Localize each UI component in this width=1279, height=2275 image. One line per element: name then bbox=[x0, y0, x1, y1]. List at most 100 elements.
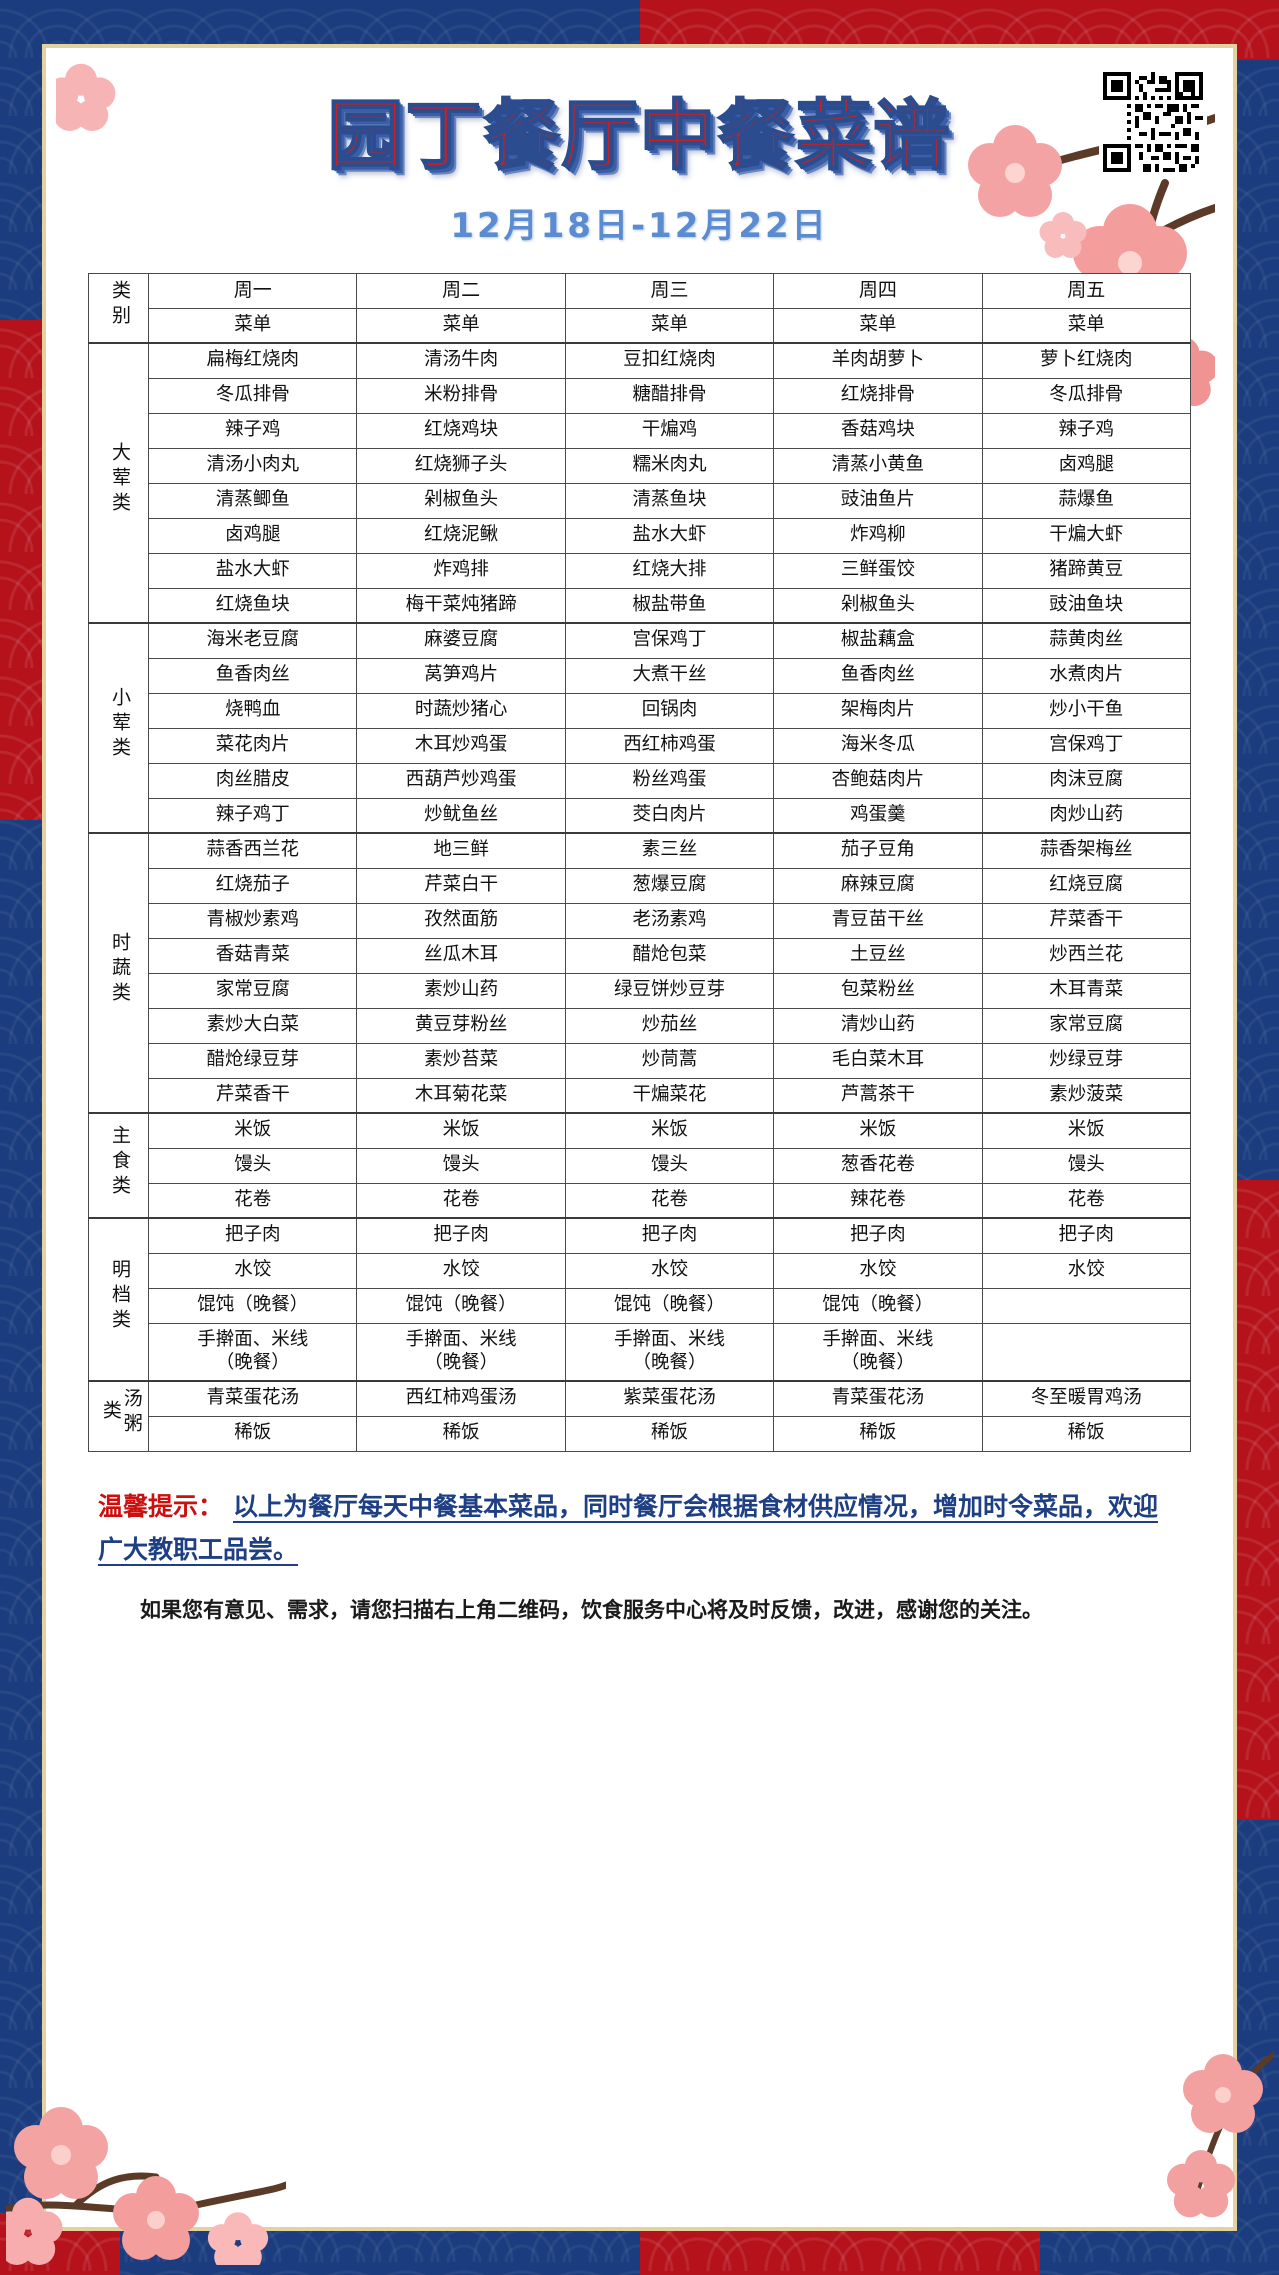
section-label-明档类: 明档类 bbox=[88, 1217, 149, 1382]
dish-cell: 馒头 bbox=[981, 1147, 1192, 1184]
dish-cell: 糖醋排骨 bbox=[564, 377, 775, 414]
dish-cell: 辣花卷 bbox=[773, 1182, 983, 1219]
dish-cell: 红烧豆腐 bbox=[981, 867, 1192, 904]
dish-cell: 馄饨（晚餐） bbox=[773, 1287, 983, 1324]
dish-cell: 清汤小肉丸 bbox=[147, 447, 358, 484]
dish-cell: 椒盐带鱼 bbox=[564, 587, 775, 624]
table-row: 辣子鸡丁 炒鱿鱼丝 茭白肉片 鸡蛋羹 肉炒山药 bbox=[89, 797, 1192, 834]
section-label-text: 汤粥类 bbox=[99, 1387, 142, 1438]
table-row: 冬瓜排骨 米粉排骨 糖醋排骨 红烧排骨 冬瓜排骨 bbox=[89, 377, 1192, 414]
dish-cell: 米饭 bbox=[356, 1112, 566, 1149]
qr-code-icon bbox=[1103, 72, 1203, 172]
dish-cell: 肉炒山药 bbox=[981, 797, 1192, 834]
dish-cell: 紫菜蛋花汤 bbox=[564, 1380, 775, 1417]
menu-subheader-3: 菜单 bbox=[564, 307, 775, 344]
dish-cell: 把子肉 bbox=[773, 1217, 983, 1254]
dish-cell: 手擀面、米线 （晚餐） bbox=[564, 1322, 775, 1382]
dish-cell: 冬瓜排骨 bbox=[147, 377, 358, 414]
dish-cell: 蒜香架梅丝 bbox=[981, 832, 1192, 869]
dish-cell: 绿豆饼炒豆芽 bbox=[564, 972, 775, 1009]
table-row: 家常豆腐 素炒山药 绿豆饼炒豆芽 包菜粉丝 木耳青菜 bbox=[89, 972, 1192, 1009]
dish-cell: 香菇鸡块 bbox=[773, 412, 983, 449]
dish-cell: 把子肉 bbox=[356, 1217, 566, 1254]
table-row: 明档类 把子肉 把子肉 把子肉 把子肉 把子肉 bbox=[88, 1217, 1192, 1382]
table-row: 大荤类 扁梅红烧肉 清汤牛肉 豆扣红烧肉 羊肉胡萝卜 萝卜红烧肉 bbox=[88, 342, 1192, 624]
dish-cell: 土豆丝 bbox=[773, 937, 983, 974]
dish-cell: 红烧排骨 bbox=[773, 377, 983, 414]
dish-cell: 清蒸鲫鱼 bbox=[147, 482, 358, 519]
table-row: 红烧茄子 芹菜白干 葱爆豆腐 麻辣豆腐 红烧豆腐 bbox=[89, 867, 1192, 904]
dish-cell: 海米老豆腐 bbox=[147, 622, 358, 659]
dish-cell: 米饭 bbox=[564, 1112, 775, 1149]
dish-cell: 素炒苔菜 bbox=[356, 1042, 566, 1079]
day-header-5: 周五 bbox=[981, 272, 1192, 309]
dish-cell: 清炒山药 bbox=[773, 1007, 983, 1044]
tip-body: 以上为餐厅每天中餐基本菜品，同时餐厅会根据食材供应情况，增加时令菜品，欢迎广大教… bbox=[98, 1493, 1159, 1565]
dish-cell: 炒绿豆芽 bbox=[981, 1042, 1192, 1079]
poster-header: 园丁餐厅中餐菜谱 12月18日-12月22日 bbox=[46, 48, 1233, 247]
dish-cell: 青豆苗干丝 bbox=[773, 902, 983, 939]
dish-cell: 稀饭 bbox=[773, 1415, 983, 1452]
table-row: 芹菜香干 木耳菊花菜 干煸菜花 芦蒿茶干 素炒菠菜 bbox=[89, 1077, 1192, 1114]
dish-cell: 炸鸡柳 bbox=[773, 517, 983, 554]
section-label-汤粥类: 汤粥类 bbox=[88, 1380, 149, 1452]
table-row: 盐水大虾 炸鸡排 红烧大排 三鲜蛋饺 猪蹄黄豆 bbox=[89, 552, 1192, 589]
dish-cell: 鱼香肉丝 bbox=[773, 657, 983, 694]
dish-cell: 蒜香西兰花 bbox=[147, 832, 358, 869]
day-header-2: 周二 bbox=[356, 272, 566, 309]
section-label-小荤类: 小荤类 bbox=[88, 622, 149, 834]
dish-cell: 稀饭 bbox=[356, 1415, 566, 1452]
dish-cell: 丝瓜木耳 bbox=[356, 937, 566, 974]
dish-cell: 蒜爆鱼 bbox=[981, 482, 1192, 519]
dish-cell: 西红柿鸡蛋汤 bbox=[356, 1380, 566, 1417]
dish-cell: 清蒸鱼块 bbox=[564, 482, 775, 519]
table-row: 花卷 花卷 花卷 辣花卷 花卷 bbox=[89, 1182, 1192, 1219]
dish-cell: 醋炝包菜 bbox=[564, 937, 775, 974]
dish-cell: 葱爆豆腐 bbox=[564, 867, 775, 904]
dish-cell: 孜然面筋 bbox=[356, 902, 566, 939]
dish-cell: 冬瓜排骨 bbox=[981, 377, 1192, 414]
dish-cell: 红烧泥鳅 bbox=[356, 517, 566, 554]
dish-cell: 毛白菜木耳 bbox=[773, 1042, 983, 1079]
dish-cell: 稀饭 bbox=[981, 1415, 1192, 1452]
table-row: 水饺 水饺 水饺 水饺 水饺 bbox=[89, 1252, 1192, 1289]
dish-cell: 西红柿鸡蛋 bbox=[564, 727, 775, 764]
dish-cell: 芹菜香干 bbox=[981, 902, 1192, 939]
dish-cell: 清蒸小黄鱼 bbox=[773, 447, 983, 484]
dish-cell: 木耳青菜 bbox=[981, 972, 1192, 1009]
dish-cell: 香菇青菜 bbox=[147, 937, 358, 974]
table-row: 烧鸭血 时蔬炒猪心 回锅肉 架梅肉片 炒小干鱼 bbox=[89, 692, 1192, 729]
dish-cell: 手擀面、米线 （晚餐） bbox=[356, 1322, 566, 1382]
menu-subheader-1: 菜单 bbox=[147, 307, 358, 344]
dish-cell: 椒盐藕盒 bbox=[773, 622, 983, 659]
table-row: 肉丝腊皮 西葫芦炒鸡蛋 粉丝鸡蛋 杏鲍菇肉片 肉沫豆腐 bbox=[89, 762, 1192, 799]
dish-cell: 炒小干鱼 bbox=[981, 692, 1192, 729]
section-label-text: 时蔬类 bbox=[108, 932, 130, 1008]
table-header-row-menu: 菜单 菜单 菜单 菜单 菜单 bbox=[89, 307, 1192, 344]
dish-cell: 馄饨（晚餐） bbox=[564, 1287, 775, 1324]
table-row: 香菇青菜 丝瓜木耳 醋炝包菜 土豆丝 炒西兰花 bbox=[89, 937, 1192, 974]
qr-code[interactable] bbox=[1099, 68, 1207, 176]
table-row: 素炒大白菜 黄豆芽粉丝 炒茄丝 清炒山药 家常豆腐 bbox=[89, 1007, 1192, 1044]
section-label-text: 主食类 bbox=[108, 1124, 130, 1200]
dish-cell: 豉油鱼片 bbox=[773, 482, 983, 519]
dish-cell: 炒茼蒿 bbox=[564, 1042, 775, 1079]
dish-cell: 梅干菜炖猪蹄 bbox=[356, 587, 566, 624]
dish-cell: 炒鱿鱼丝 bbox=[356, 797, 566, 834]
table-row: 主食类 米饭 米饭 米饭 米饭 米饭 bbox=[88, 1112, 1192, 1219]
table-row: 红烧鱼块 梅干菜炖猪蹄 椒盐带鱼 剁椒鱼头 豉油鱼块 bbox=[89, 587, 1192, 624]
dish-cell: 海米冬瓜 bbox=[773, 727, 983, 764]
dish-cell: 醋炝绿豆芽 bbox=[147, 1042, 358, 1079]
dish-cell: 辣子鸡 bbox=[981, 412, 1192, 449]
dish-cell: 剁椒鱼头 bbox=[356, 482, 566, 519]
dish-cell: 芹菜白干 bbox=[356, 867, 566, 904]
dish-cell: 宫保鸡丁 bbox=[981, 727, 1192, 764]
menu-subheader-2: 菜单 bbox=[356, 307, 566, 344]
table-row: 青椒炒素鸡 孜然面筋 老汤素鸡 青豆苗干丝 芹菜香干 bbox=[89, 902, 1192, 939]
dish-cell: 红烧狮子头 bbox=[356, 447, 566, 484]
table-row: 馒头 馒头 馒头 葱香花卷 馒头 bbox=[89, 1147, 1192, 1184]
dish-cell: 肉丝腊皮 bbox=[147, 762, 358, 799]
section-label-text: 大荤类 bbox=[108, 442, 130, 518]
dish-cell: 馒头 bbox=[147, 1147, 358, 1184]
dish-cell: 三鲜蛋饺 bbox=[773, 552, 983, 589]
